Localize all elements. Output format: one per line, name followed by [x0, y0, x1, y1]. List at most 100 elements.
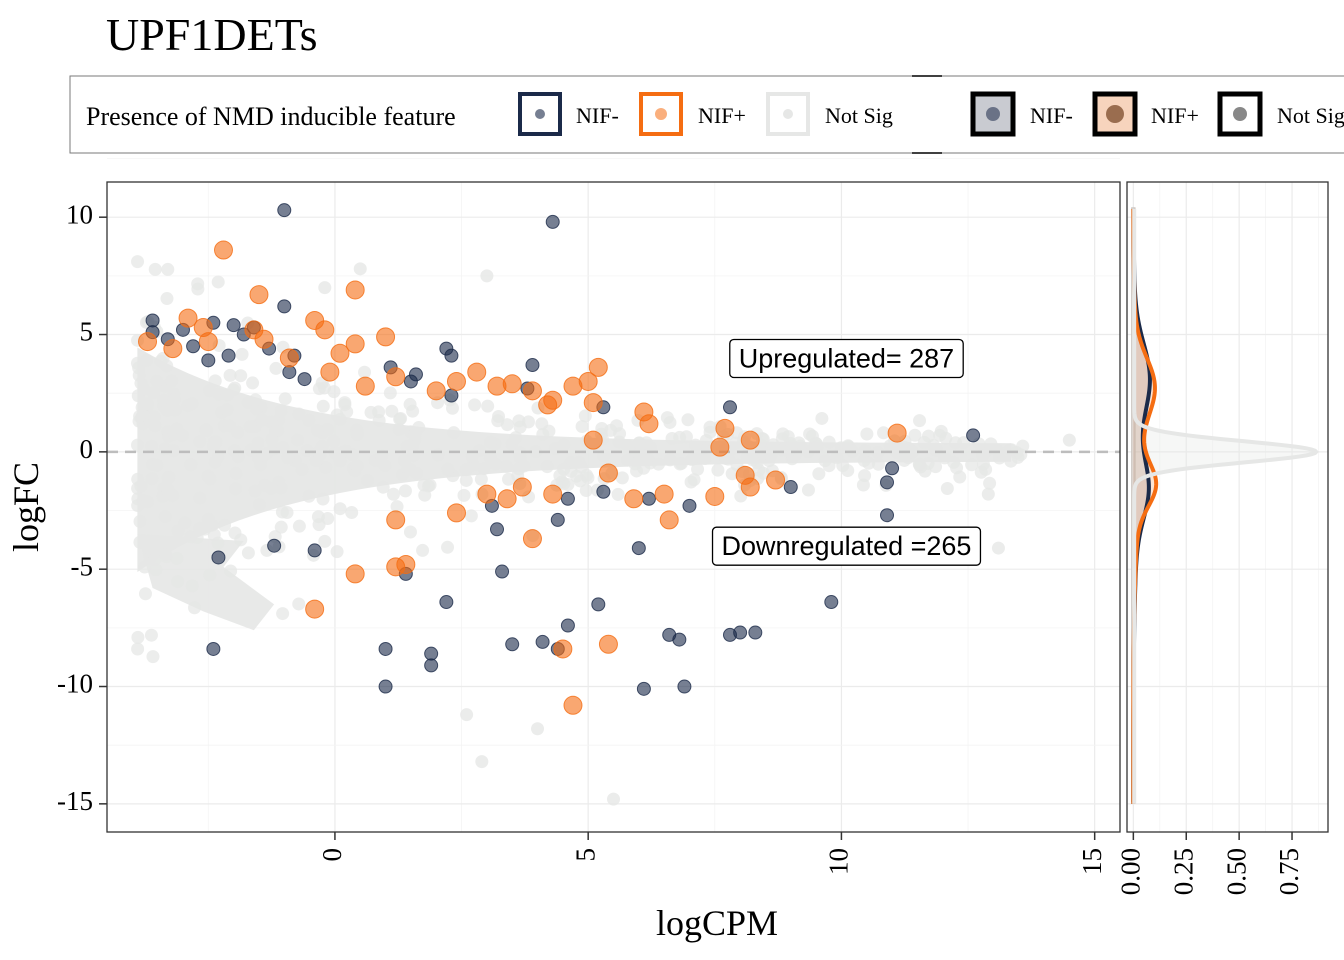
- not-sig-point: [502, 472, 516, 486]
- nif-plus-point: [766, 470, 786, 490]
- not-sig-point: [328, 446, 342, 460]
- density-dot-nif-minus: [986, 107, 1000, 121]
- not-sig-point: [383, 386, 397, 400]
- not-sig-point: [652, 457, 666, 471]
- not-sig-point: [131, 499, 145, 513]
- not-sig-point: [575, 420, 589, 434]
- legend-dot-nif-minus: [535, 109, 545, 119]
- not-sig-point: [908, 428, 922, 442]
- main-panel-border: [106, 181, 1121, 833]
- not-sig-point: [632, 436, 646, 450]
- nif-minus-point: [824, 595, 839, 610]
- not-sig-point: [871, 457, 885, 471]
- not-sig-point: [574, 460, 588, 474]
- not-sig-point: [386, 487, 400, 501]
- nif-plus-point: [330, 343, 350, 363]
- not-sig-point: [660, 411, 674, 425]
- legend-gap: [912, 73, 942, 157]
- nif-plus-point: [710, 437, 730, 457]
- nif-plus-point: [887, 423, 907, 443]
- not-sig-point: [517, 459, 531, 473]
- not-sig-point: [499, 459, 513, 473]
- nif-plus-point: [446, 503, 466, 523]
- not-sig-point: [641, 452, 655, 466]
- y-tick-label: -10: [57, 669, 93, 699]
- not-sig-point: [862, 456, 876, 470]
- not-sig-point: [459, 463, 473, 477]
- nif-minus-point: [297, 372, 312, 387]
- not-sig-point: [394, 411, 408, 425]
- legend-key-nif-minus: NIF-: [518, 92, 619, 136]
- not-sig-point: [150, 374, 164, 388]
- not-sig-point: [249, 393, 263, 407]
- nif-minus-point: [636, 681, 651, 696]
- x-tick-label: 10: [824, 848, 854, 875]
- nif-plus-point: [598, 463, 618, 483]
- not-sig-point: [464, 509, 478, 523]
- not-sig-point: [184, 458, 198, 472]
- not-sig-point: [991, 541, 1005, 555]
- nif-minus-point: [525, 358, 540, 373]
- not-sig-point: [244, 443, 258, 457]
- not-sig-point: [316, 492, 330, 506]
- nif-plus-point: [705, 486, 725, 506]
- not-sig-point: [275, 505, 289, 519]
- not-sig-point: [766, 438, 780, 452]
- nif-plus-point: [446, 371, 466, 391]
- not-sig-point: [350, 428, 364, 442]
- density-x-tick-label: 0.00: [1116, 848, 1146, 895]
- not-sig-point: [188, 601, 202, 615]
- not-sig-point: [147, 553, 161, 567]
- not-sig-point: [131, 630, 145, 644]
- nif-plus-point: [624, 489, 644, 509]
- density-x-tick-label: 0.25: [1168, 848, 1198, 895]
- not-sig-point: [269, 361, 283, 375]
- not-sig-point: [318, 534, 332, 548]
- not-sig-point: [897, 453, 911, 467]
- nif-plus-point: [198, 332, 218, 352]
- not-sig-point: [340, 405, 354, 419]
- not-sig-point: [468, 398, 482, 412]
- nif-minus-point: [560, 491, 575, 506]
- not-sig-point: [145, 472, 159, 486]
- not-sig-point: [441, 540, 455, 554]
- nif-minus-point: [560, 618, 575, 633]
- not-sig-point: [241, 546, 255, 560]
- not-sig-point: [801, 483, 815, 497]
- not-sig-point: [160, 403, 174, 417]
- not-sig-point: [310, 423, 324, 437]
- density-label-nif-minus: NIF-: [1030, 103, 1073, 128]
- not-sig-point: [165, 374, 179, 388]
- not-sig-point: [132, 361, 146, 375]
- density-legend-key-not-sig: Not Sig: [1217, 91, 1344, 137]
- nif-plus-point: [345, 280, 365, 300]
- not-sig-point: [361, 473, 375, 487]
- nif-plus-point: [213, 240, 233, 260]
- not-sig-point: [805, 429, 819, 443]
- not-sig-point: [171, 575, 185, 589]
- nif-minus-point: [672, 632, 687, 647]
- nif-plus-point: [396, 554, 416, 574]
- not-sig-point: [318, 281, 332, 295]
- not-sig-point: [611, 487, 625, 501]
- nif-plus-point: [538, 395, 558, 415]
- not-sig-point: [376, 480, 390, 494]
- nif-plus-point: [467, 362, 487, 382]
- not-sig-point: [149, 563, 163, 577]
- not-sig-point: [483, 435, 497, 449]
- not-sig-point: [330, 545, 344, 559]
- not-sig-point: [905, 445, 919, 459]
- not-sig-point: [140, 353, 154, 367]
- nif-minus-point: [550, 512, 565, 527]
- nif-plus-point: [639, 414, 659, 434]
- not-sig-point: [957, 436, 971, 450]
- not-sig-point: [265, 432, 279, 446]
- not-sig-point: [203, 568, 217, 582]
- not-sig-point: [441, 462, 455, 476]
- nif-minus-point: [505, 637, 520, 652]
- not-sig-point: [170, 551, 184, 565]
- y-tick-label: 10: [66, 199, 93, 229]
- nif-minus-point: [277, 299, 292, 314]
- nif-minus-point: [277, 203, 292, 218]
- not-sig-point: [474, 472, 488, 486]
